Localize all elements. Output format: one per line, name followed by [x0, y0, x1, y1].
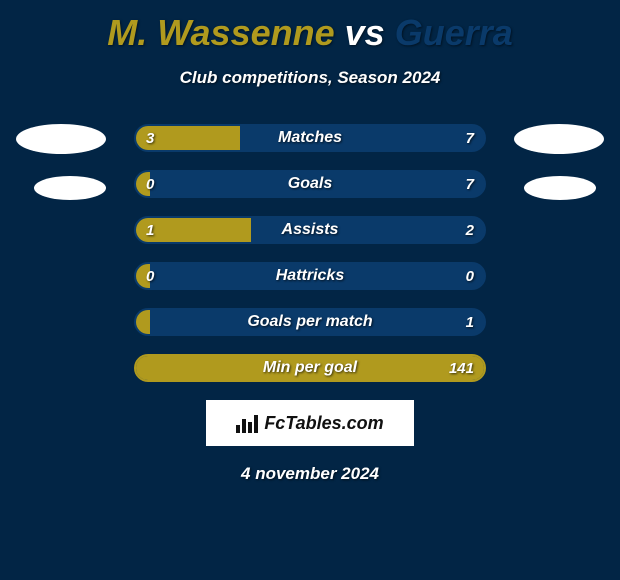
branding-badge: FcTables.com — [206, 400, 414, 446]
bar-value-right: 141 — [449, 356, 474, 380]
bar-label: Goals — [136, 172, 484, 196]
player2-name: Guerra — [395, 12, 513, 53]
bar-value-right: 1 — [466, 310, 474, 334]
bar-label: Hattricks — [136, 264, 484, 288]
bar-row: 3Matches7 — [134, 124, 486, 152]
bar-row: Min per goal141 — [134, 354, 486, 382]
player1-avatar-top — [16, 124, 106, 154]
bar-label: Min per goal — [136, 356, 484, 380]
player2-avatar-bottom — [524, 176, 596, 200]
player1-name: M. Wassenne — [107, 12, 334, 53]
player1-avatar-bottom — [34, 176, 106, 200]
bar-label: Assists — [136, 218, 484, 242]
date-label: 4 november 2024 — [0, 464, 620, 484]
bar-value-right: 2 — [466, 218, 474, 242]
bar-row: 0Goals7 — [134, 170, 486, 198]
bar-row: Goals per match1 — [134, 308, 486, 336]
bar-label: Matches — [136, 126, 484, 150]
bar-row: 1Assists2 — [134, 216, 486, 244]
player2-avatar-top — [514, 124, 604, 154]
bar-value-right: 7 — [466, 172, 474, 196]
bar-label: Goals per match — [136, 310, 484, 334]
branding-text: FcTables.com — [264, 413, 383, 434]
bar-row: 0Hattricks0 — [134, 262, 486, 290]
bar-value-right: 0 — [466, 264, 474, 288]
page-title: M. Wassenne vs Guerra — [0, 0, 620, 54]
vs-label: vs — [345, 12, 385, 53]
bar-value-right: 7 — [466, 126, 474, 150]
bar-chart-icon — [236, 413, 258, 433]
subtitle: Club competitions, Season 2024 — [0, 68, 620, 88]
comparison-bars: 3Matches70Goals71Assists20Hattricks0Goal… — [134, 124, 486, 382]
